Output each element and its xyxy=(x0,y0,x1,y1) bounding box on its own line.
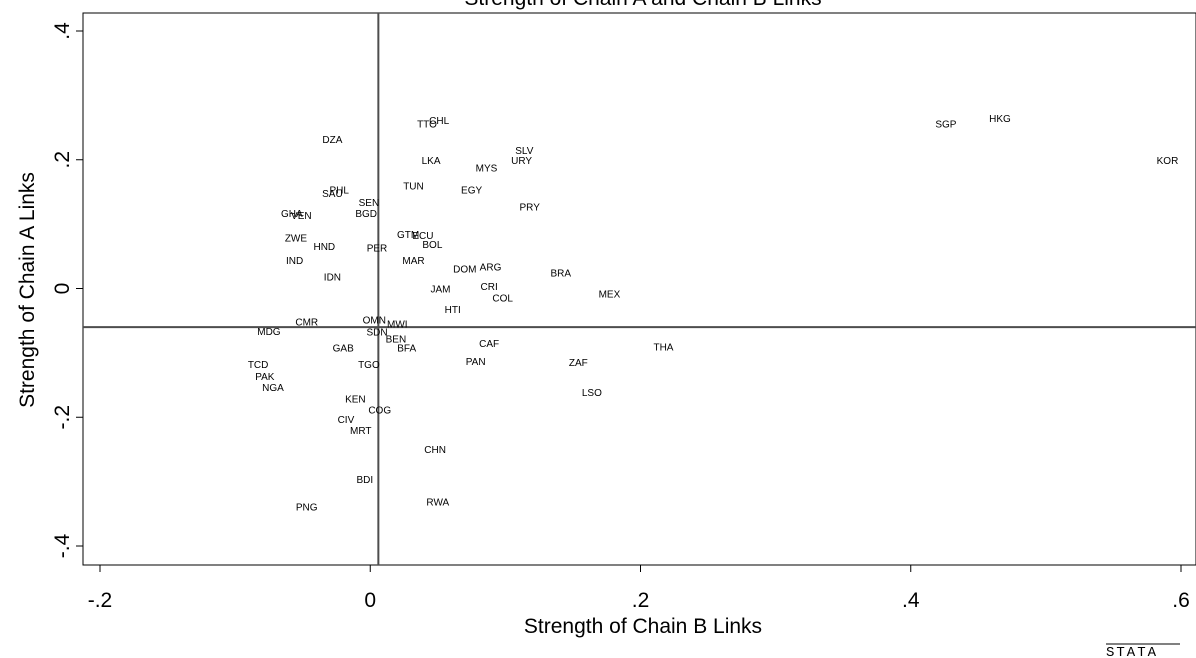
point-label-bra: BRA xyxy=(550,268,571,279)
y-tick-label: .4 xyxy=(51,22,74,40)
point-label-cri: CRI xyxy=(481,282,498,293)
point-label-col: COL xyxy=(492,294,513,305)
point-label-omn: OMN xyxy=(363,315,386,326)
point-label-zwe: ZWE xyxy=(285,234,308,245)
point-label-rwa: RWA xyxy=(426,498,449,509)
point-label-idn: IDN xyxy=(324,272,341,283)
point-label-ury: URY xyxy=(511,156,532,167)
point-label-hnd: HND xyxy=(313,242,335,253)
point-label-tto: TTO xyxy=(417,120,437,131)
point-label-tgo: TGO xyxy=(358,360,380,371)
y-tick-label: -.2 xyxy=(51,405,74,430)
point-label-hkg: HKG xyxy=(989,114,1011,125)
point-label-pak: PAK xyxy=(255,372,275,383)
point-label-ben: BEN xyxy=(386,335,407,346)
point-label-jam: JAM xyxy=(431,285,451,296)
reference-lines xyxy=(83,13,1196,565)
point-label-arg: ARG xyxy=(480,263,502,274)
point-label-lso: LSO xyxy=(582,388,602,399)
y-axis-title: Strength of Chain A Links xyxy=(16,172,39,408)
point-label-dom: DOM xyxy=(453,265,476,276)
point-label-civ: CIV xyxy=(338,415,355,426)
point-label-sgp: SGP xyxy=(935,120,956,131)
x-tick-label: .6 xyxy=(1172,589,1190,612)
point-label-hti: HTI xyxy=(445,305,461,316)
point-label-tun: TUN xyxy=(403,182,424,193)
point-label-gtm: GTM xyxy=(397,230,419,241)
point-label-phl: PHL xyxy=(329,185,349,196)
point-label-sdn: SDN xyxy=(366,328,387,339)
point-label-chl: CHL xyxy=(429,116,449,127)
point-label-chn: CHN xyxy=(424,445,446,456)
x-tick-label: -.2 xyxy=(88,589,113,612)
point-label-sau: SAU xyxy=(322,189,343,200)
point-label-per: PER xyxy=(367,243,388,254)
point-label-lka: LKA xyxy=(422,156,441,167)
point-label-sen: SEN xyxy=(359,198,380,209)
point-label-kor: KOR xyxy=(1157,156,1179,167)
point-label-ecu: ECU xyxy=(412,231,433,242)
point-label-slv: SLV xyxy=(515,146,533,157)
point-label-nga: NGA xyxy=(262,383,284,394)
y-tick-label: 0 xyxy=(51,283,74,295)
point-label-ind: IND xyxy=(286,256,303,267)
point-label-mwi: MWI xyxy=(387,319,408,330)
point-label-gha: GHA xyxy=(281,209,303,220)
point-label-bdi: BDI xyxy=(357,475,374,486)
x-axis-title: Strength of Chain B Links xyxy=(524,615,762,638)
x-axis: -.2 0 .2 .4 .6 xyxy=(88,565,1190,612)
point-label-mar: MAR xyxy=(402,256,424,267)
point-label-dza: DZA xyxy=(322,135,342,146)
point-label-mrt: MRT xyxy=(350,426,371,437)
x-tick-label: 0 xyxy=(364,589,376,612)
x-tick-label: .2 xyxy=(632,589,650,612)
point-label-cmr: CMR xyxy=(295,317,318,328)
stata-logo: STATA xyxy=(1106,645,1158,658)
point-label-ken: KEN xyxy=(345,395,366,406)
chart-title: Strength of Chain A and Chain B Links xyxy=(464,0,821,10)
point-label-mex: MEX xyxy=(599,290,621,301)
point-label-ven: VEN xyxy=(291,211,312,222)
y-axis: -.4 -.2 0 .2 .4 xyxy=(51,22,83,558)
point-label-png: PNG xyxy=(296,503,318,514)
point-label-egy: EGY xyxy=(461,185,482,196)
point-label-gab: GAB xyxy=(333,344,354,355)
point-label-pan: PAN xyxy=(466,357,486,368)
point-label-bfa: BFA xyxy=(397,344,416,355)
point-label-mys: MYS xyxy=(476,163,498,174)
y-tick-label: -.4 xyxy=(51,533,74,558)
y-tick-label: .2 xyxy=(51,151,74,169)
point-label-zaf: ZAF xyxy=(569,358,588,369)
x-tick-label: .4 xyxy=(902,589,920,612)
point-label-caf: CAF xyxy=(479,339,499,350)
plot-area-frame xyxy=(82,12,1196,566)
point-label-pry: PRY xyxy=(520,203,541,214)
point-label-cog: COG xyxy=(368,406,391,417)
point-label-tha: THA xyxy=(653,342,673,353)
point-label-tcd: TCD xyxy=(248,360,269,371)
point-label-bgd: BGD xyxy=(355,209,377,220)
point-label-bol: BOL xyxy=(422,240,442,251)
point-label-mdg: MDG xyxy=(257,327,281,338)
